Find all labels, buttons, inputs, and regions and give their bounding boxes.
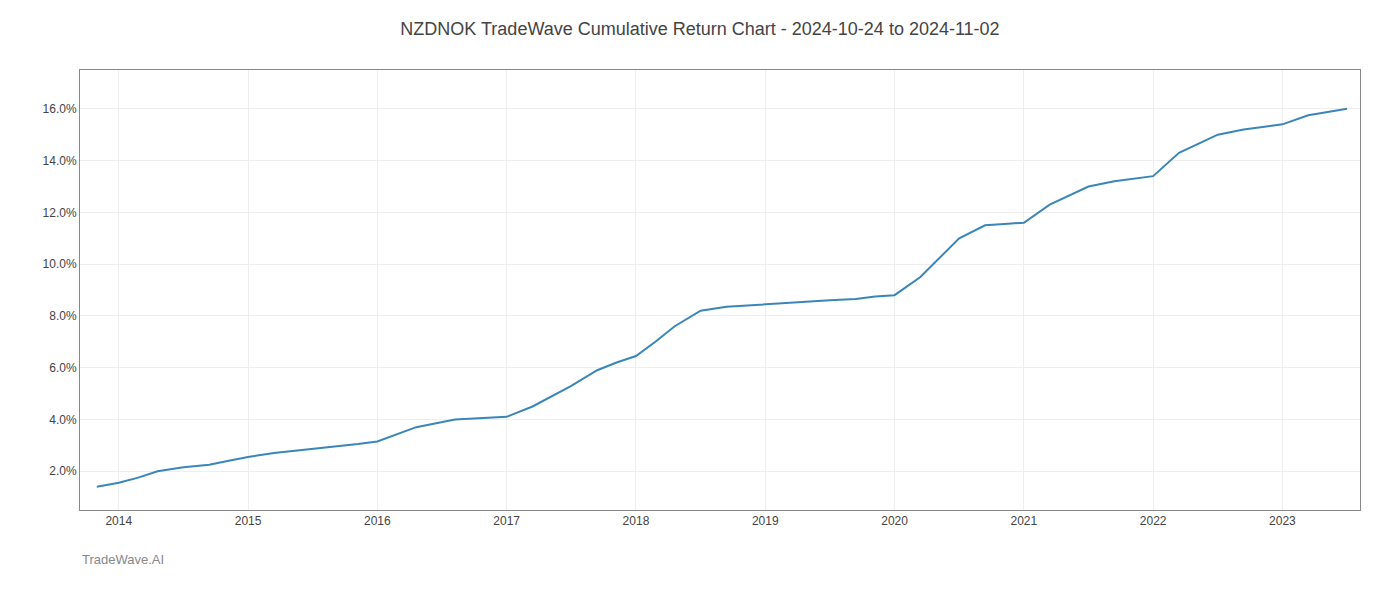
svg-text:14.0%: 14.0% bbox=[43, 154, 77, 168]
svg-text:12.0%: 12.0% bbox=[43, 206, 77, 220]
svg-text:6.0%: 6.0% bbox=[49, 361, 77, 375]
svg-text:8.0%: 8.0% bbox=[49, 309, 77, 323]
svg-text:2020: 2020 bbox=[881, 514, 908, 528]
svg-text:2.0%: 2.0% bbox=[49, 464, 77, 478]
svg-text:2018: 2018 bbox=[623, 514, 650, 528]
svg-text:2019: 2019 bbox=[752, 514, 779, 528]
svg-text:TradeWave.AI: TradeWave.AI bbox=[82, 552, 164, 567]
svg-text:2023: 2023 bbox=[1269, 514, 1296, 528]
svg-text:2015: 2015 bbox=[235, 514, 262, 528]
svg-text:4.0%: 4.0% bbox=[49, 413, 77, 427]
svg-text:2014: 2014 bbox=[105, 514, 132, 528]
svg-text:16.0%: 16.0% bbox=[43, 102, 77, 116]
svg-text:2022: 2022 bbox=[1140, 514, 1167, 528]
svg-text:NZDNOK TradeWave Cumulative Re: NZDNOK TradeWave Cumulative Return Chart… bbox=[400, 19, 999, 39]
svg-text:10.0%: 10.0% bbox=[43, 257, 77, 271]
svg-text:2017: 2017 bbox=[493, 514, 520, 528]
svg-text:2021: 2021 bbox=[1010, 514, 1037, 528]
svg-text:2016: 2016 bbox=[364, 514, 391, 528]
